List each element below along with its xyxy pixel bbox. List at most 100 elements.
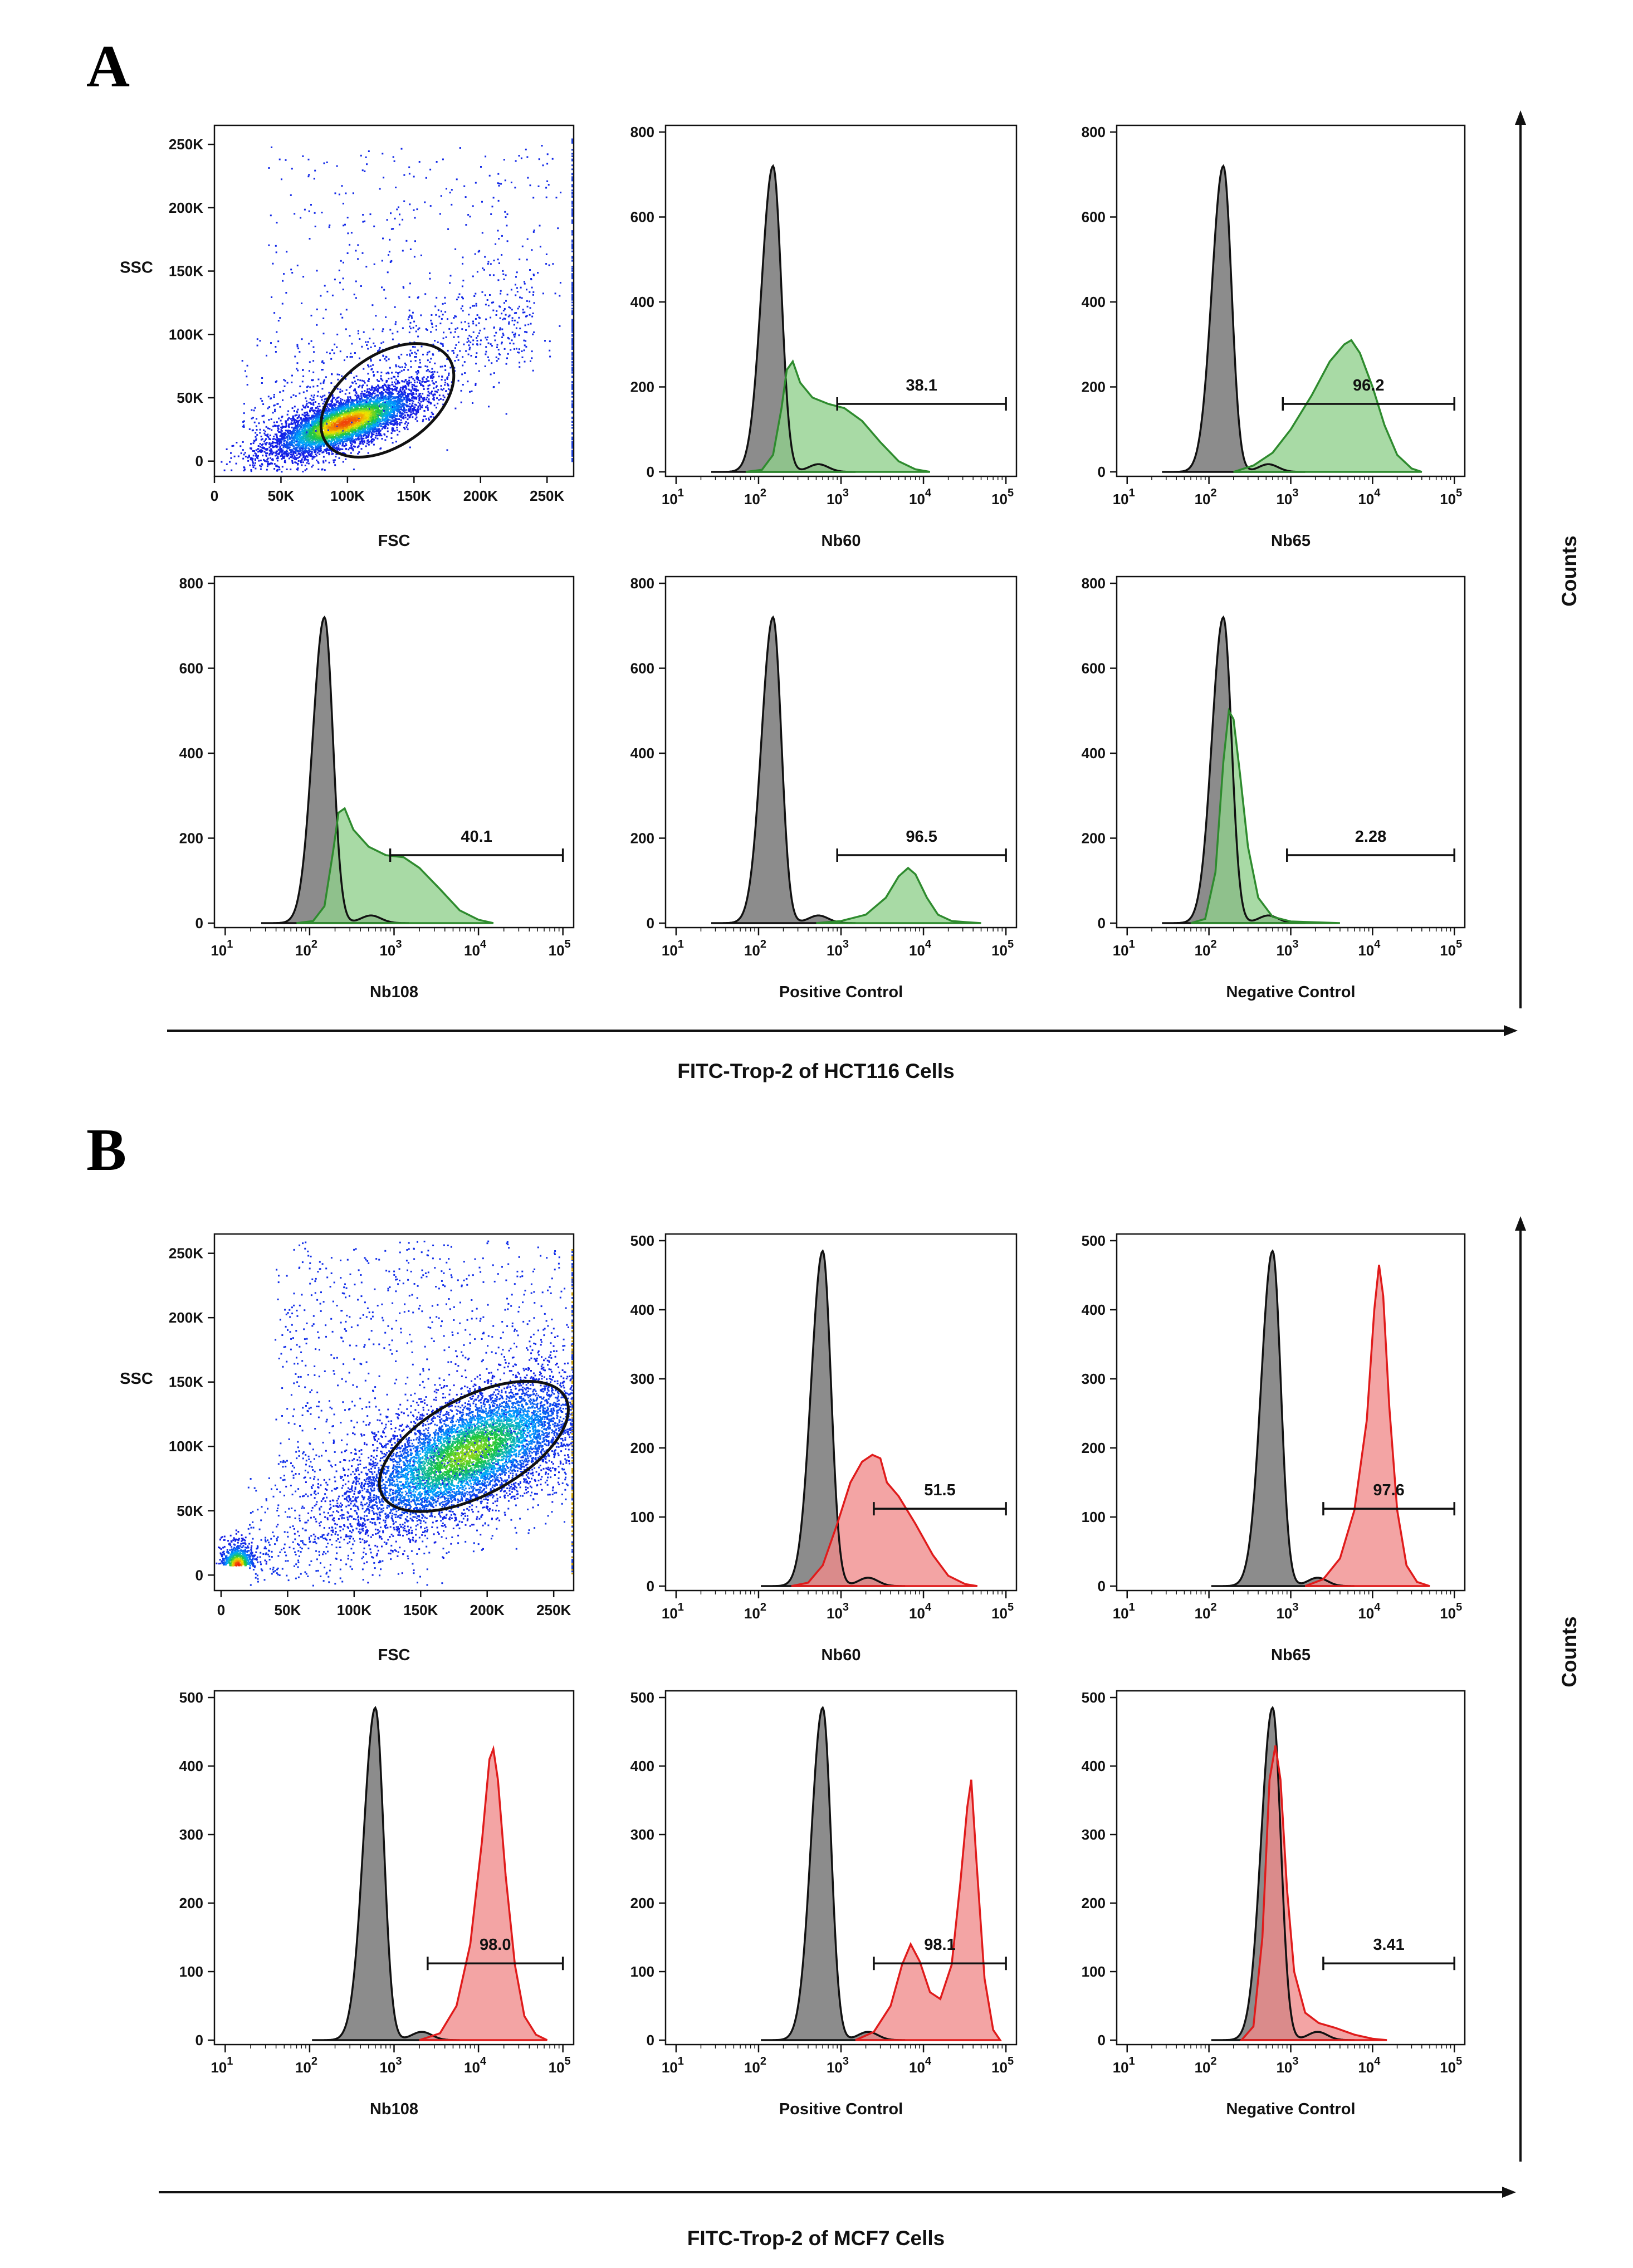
y-tick-label: 200 [1082,379,1106,396]
y-tick-label: 200 [1082,1440,1106,1456]
y-tick-label: 0 [1098,2032,1106,2048]
y-tick-label: 0 [195,2032,203,2048]
y-tick-label: 300 [1082,1370,1106,1387]
x-tick-label: 50K [275,1602,301,1618]
y-tick-label: 400 [1082,1758,1106,1774]
y-tick-label: 600 [630,209,654,226]
y-tick-label: 300 [1082,1826,1106,1843]
y-tick-label: 400 [179,745,203,762]
x-tick-exponent: 5 [565,938,571,950]
x-tick-exponent: 1 [678,2055,684,2067]
y-tick-label: 500 [1082,1689,1106,1706]
y-tick-label: 50K [177,389,203,406]
x-tick-exponent: 1 [227,2055,233,2067]
y-tick-label: 250K [169,1245,203,1262]
y-tick-label: 800 [1082,575,1106,592]
gate-percent: 2.28 [1355,828,1386,846]
y-tick-label: 200 [179,830,203,847]
y-tick-label: 400 [1082,1301,1106,1318]
x-tick-label: 50K [268,487,295,504]
y-tick-label: 200 [630,830,654,847]
section-b-ylabel: Counts [1558,1616,1581,1687]
x-tick-exponent: 2 [760,2055,766,2067]
gate-percent: 96.2 [1353,377,1384,394]
figure: A B FITC-Trop-2 of HCT116 Cells Counts F… [0,0,1633,2268]
y-tick-label: 100K [169,326,203,343]
y-tick-label: 800 [1082,124,1106,140]
y-tick-label: 200 [1082,1895,1106,1911]
saturation-edge [571,1249,573,1574]
x-axis-label: Negative Control [1226,2100,1355,2118]
x-axis-label: Negative Control [1226,983,1355,1001]
y-tick-label: 400 [1082,294,1106,310]
x-tick-exponent: 4 [480,2055,487,2067]
gate-percent: 40.1 [461,828,492,846]
gate-percent: 51.5 [924,1481,955,1499]
x-tick-label: 250K [530,487,564,504]
gate-percent: 98.0 [480,1936,511,1954]
y-tick-label: 400 [630,745,654,762]
section-a-xlabel: FITC-Trop-2 of HCT116 Cells [677,1060,955,1082]
x-tick-exponent: 4 [1374,1601,1381,1613]
y-tick-label: 400 [1082,745,1106,762]
y-tick-label: 200K [169,199,203,216]
x-tick-exponent: 5 [1008,1601,1014,1613]
y-tick-label: 0 [1098,464,1106,480]
x-tick-exponent: 2 [1211,487,1217,499]
section-a-ylabel: Counts [1558,535,1581,606]
x-tick-exponent: 2 [311,2055,317,2067]
x-tick-exponent: 1 [1129,938,1135,950]
y-tick-label: 250K [169,136,203,153]
y-tick-label: 0 [195,453,203,470]
x-tick-exponent: 5 [1456,938,1462,950]
section-letter-b: B [86,1117,126,1183]
x-tick-exponent: 5 [1456,1601,1462,1613]
x-tick-exponent: 3 [1292,487,1298,499]
gate-percent: 96.5 [906,828,937,846]
x-tick-exponent: 1 [1129,487,1135,499]
y-tick-label: 300 [179,1826,203,1843]
x-tick-exponent: 1 [1129,1601,1135,1613]
x-tick-exponent: 2 [1211,938,1217,950]
gate-percent: 98.1 [924,1936,955,1954]
y-tick-label: 0 [1098,915,1106,931]
x-axis-label: Positive Control [779,2100,903,2118]
y-tick-label: 100K [169,1438,203,1455]
y-tick-label: 800 [630,124,654,140]
x-tick-label: 200K [463,487,498,504]
y-tick-label: 100 [1082,1509,1106,1525]
x-tick-exponent: 4 [1374,2055,1381,2067]
y-tick-label: 500 [179,1689,203,1706]
y-tick-label: 400 [179,1758,203,1774]
x-tick-label: 150K [403,1602,438,1618]
section-letter-a: A [86,33,130,100]
y-tick-label: 500 [1082,1232,1106,1249]
x-tick-exponent: 3 [1292,1601,1298,1613]
y-tick-label: 100 [630,1509,654,1525]
x-tick-exponent: 3 [843,487,849,499]
x-axis-label: FSC [378,532,410,550]
y-tick-label: 0 [195,915,203,931]
y-tick-label: 0 [195,1567,203,1583]
y-tick-label: 100 [630,1963,654,1980]
x-tick-exponent: 2 [1211,2055,1217,2067]
y-tick-label: 800 [630,575,654,592]
y-tick-label: 200 [630,1440,654,1456]
y-tick-label: 200 [179,1895,203,1911]
y-tick-label: 400 [630,294,654,310]
y-tick-label: 500 [630,1689,654,1706]
y-tick-label: 50K [177,1503,203,1519]
x-tick-exponent: 5 [565,2055,571,2067]
x-tick-exponent: 3 [1292,938,1298,950]
gate-percent: 97.6 [1373,1481,1404,1499]
x-tick-exponent: 3 [395,938,402,950]
x-axis-label: Nb108 [370,983,418,1001]
y-tick-label: 0 [647,1578,654,1594]
y-tick-label: 200 [630,1895,654,1911]
x-tick-exponent: 3 [843,938,849,950]
x-tick-label: 100K [337,1602,371,1618]
x-axis-label: FSC [378,1646,410,1664]
x-tick-exponent: 5 [1008,487,1014,499]
y-tick-label: 500 [630,1232,654,1249]
y-tick-label: 200K [169,1309,203,1326]
